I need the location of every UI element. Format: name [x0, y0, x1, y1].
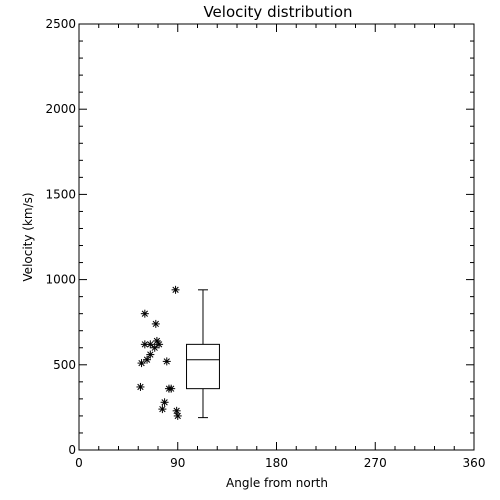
data-point	[155, 340, 164, 349]
data-point-stroke	[151, 344, 158, 351]
data-point	[136, 382, 145, 391]
data-point-stroke	[153, 337, 161, 345]
y-tick-label: 1500	[45, 187, 76, 201]
y-tick-label: 2500	[45, 17, 76, 31]
x-axis-title: Angle from north	[226, 476, 328, 490]
data-point-stroke	[147, 351, 154, 358]
y-axis-title: Velocity (km/s)	[21, 192, 35, 281]
scatter-points	[136, 285, 182, 420]
x-tick-label: 360	[463, 456, 486, 470]
y-axis-ticks: 0 500 1000 1500 2000 2500	[45, 17, 474, 457]
data-point-stroke	[159, 405, 166, 413]
chart-title: Velocity distribution	[203, 3, 352, 21]
data-point-stroke	[152, 320, 159, 328]
data-point	[146, 340, 155, 349]
data-point-stroke	[137, 383, 144, 391]
y-tick-label: 500	[53, 358, 76, 372]
data-point	[172, 406, 181, 415]
data-point	[171, 285, 180, 294]
x-tick-label: 90	[170, 456, 185, 470]
data-point-stroke	[141, 341, 148, 348]
boxplot-box	[186, 343, 220, 390]
velocity-boxplot	[186, 289, 220, 419]
data-point	[160, 398, 169, 407]
data-point-stroke	[172, 286, 179, 293]
data-point	[158, 405, 167, 414]
x-tick-label: 0	[75, 456, 83, 470]
data-point-stroke	[155, 341, 163, 348]
data-point	[150, 343, 159, 352]
data-point	[143, 355, 152, 364]
data-point	[151, 319, 160, 328]
data-point	[146, 350, 155, 359]
data-point	[137, 359, 146, 368]
data-point-stroke	[163, 358, 170, 365]
data-point-stroke	[174, 412, 181, 420]
data-point-stroke	[168, 385, 175, 392]
data-point-stroke	[143, 356, 151, 363]
data-point-stroke	[161, 399, 168, 406]
y-tick-label: 2000	[45, 102, 76, 116]
data-point-stroke	[147, 341, 154, 348]
x-tick-label: 270	[364, 456, 387, 470]
data-point	[162, 357, 171, 366]
y-tick-label: 0	[68, 443, 76, 457]
data-point	[173, 411, 182, 420]
y-tick-label: 1000	[45, 273, 76, 287]
data-point-stroke	[138, 359, 145, 367]
plot-frame	[78, 23, 475, 451]
x-tick-label: 180	[265, 456, 288, 470]
data-point-stroke	[173, 407, 180, 414]
data-point	[140, 309, 149, 318]
x-axis-ticks: 0 90 180 270 360	[75, 24, 485, 470]
data-point-stroke	[141, 310, 148, 317]
data-point	[167, 384, 176, 393]
